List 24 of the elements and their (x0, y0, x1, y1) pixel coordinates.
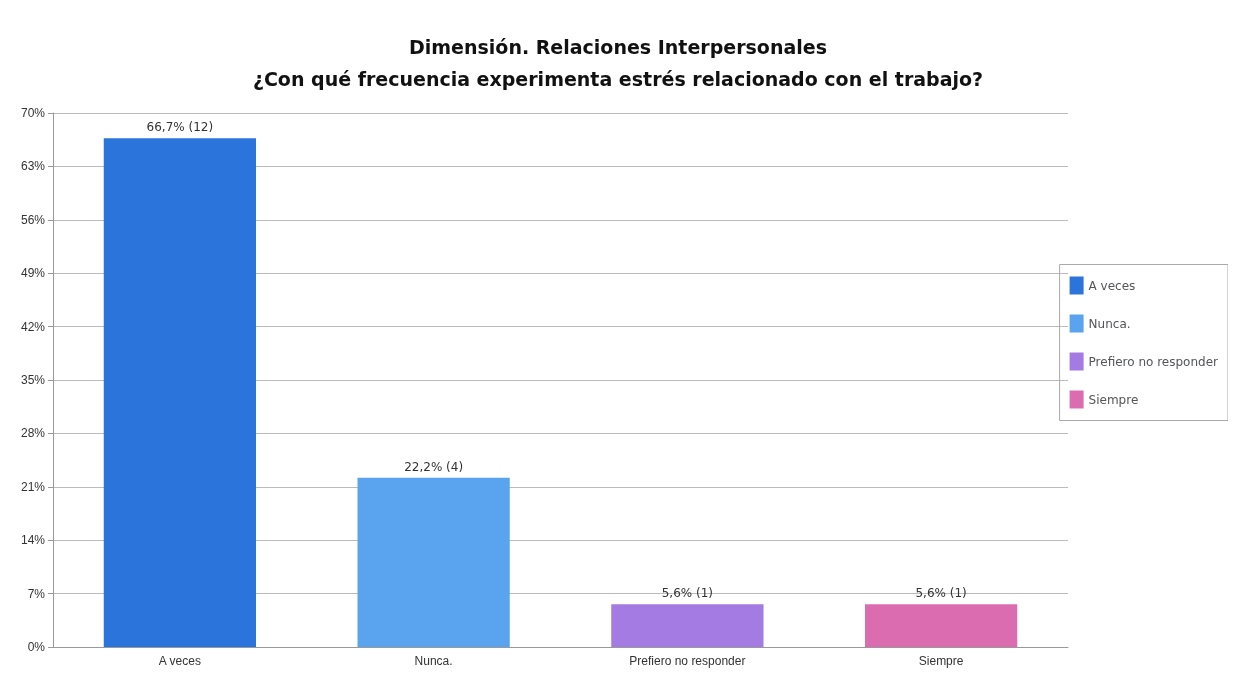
data-label: 5,6% (1) (661, 586, 714, 601)
y-tick-label: 49% (20, 266, 46, 281)
x-tick-label: A veces (158, 654, 201, 668)
y-tick-label: 14% (20, 533, 46, 548)
x-tick-label: Siempre (918, 654, 964, 668)
y-tick-label: 56% (20, 212, 46, 227)
data-label: 66,7% (12) (146, 120, 214, 135)
chart-title: Dimensión. Relaciones Interpersonales ¿Con qué frecuencia experimenta estrés relacionado con el trabajo? (252, 36, 984, 90)
legend-label: Prefiero no responder (1088, 354, 1219, 369)
x-tick-label: Prefiero no responder (629, 654, 746, 668)
y-tick-label: 0% (27, 640, 46, 654)
legend-label: Siempre (1088, 392, 1139, 407)
y-tick-label: 35% (20, 373, 46, 387)
legend-label: A veces (1088, 278, 1136, 293)
y-tick-label: 28% (20, 426, 46, 441)
y-tick-label: 21% (20, 479, 46, 494)
y-tick-label: 7% (27, 586, 46, 601)
data-label: 22,2% (4) (404, 459, 464, 474)
y-tick-label: 63% (20, 159, 46, 174)
y-tick-label: 70% (20, 106, 46, 120)
x-tick-label: Nunca. (414, 654, 453, 668)
data-label: 5,6% (1) (915, 586, 967, 601)
y-tick-label: 42% (20, 319, 46, 334)
legend-label: Nunca. (1088, 316, 1131, 331)
